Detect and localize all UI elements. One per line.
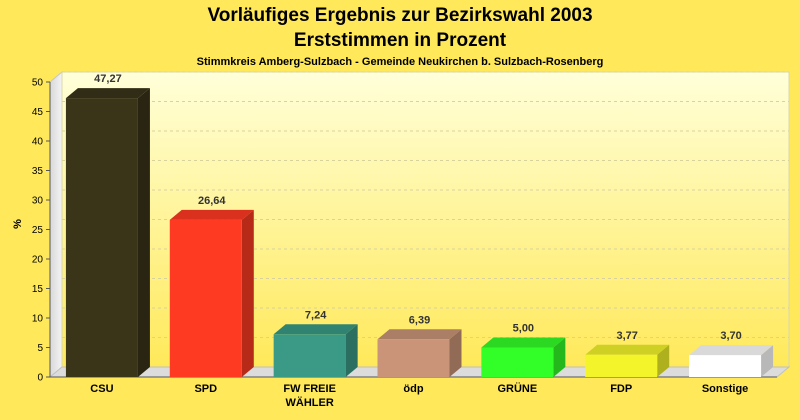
bar-value-label: 3,77 [617, 330, 638, 342]
y-axis-title: % [12, 219, 24, 229]
y-tick-label: 35 [32, 166, 44, 177]
y-tick-label: 50 [32, 78, 44, 89]
bar-top [689, 345, 774, 356]
y-tick-label: 15 [32, 284, 44, 295]
x-tick-label: WÄHLER [286, 396, 334, 409]
bar-front [273, 334, 346, 377]
x-tick-label: FW FREIE [283, 383, 336, 395]
y-tick-label: 0 [37, 373, 43, 384]
y-tick-label: 20 [32, 255, 44, 266]
bar-side [657, 344, 670, 377]
chart-title: Vorläufiges Ergebnis zur Bezirkswahl 200… [207, 5, 592, 26]
y-tick-label: 30 [32, 196, 44, 207]
bar-top [481, 337, 566, 348]
bar-top [273, 324, 358, 335]
bar [273, 324, 358, 377]
y-axis: 0 5 10 15 20 25 30 35 40 45 50 [32, 78, 50, 384]
bar [585, 344, 670, 377]
bar-side [761, 345, 774, 377]
x-tick-label: FDP [610, 383, 632, 395]
bar-top [169, 209, 254, 220]
bar [689, 345, 774, 377]
y-tick-label: 45 [32, 107, 44, 118]
bar [169, 209, 254, 377]
bar-value-label: 5,00 [513, 323, 534, 335]
x-tick-label: GRÜNE [497, 382, 537, 395]
bar-value-label: 26,64 [198, 195, 226, 207]
bar-top [65, 88, 150, 99]
bar-front [377, 339, 450, 377]
bar-front [481, 347, 554, 377]
bar-value-label: 6,39 [409, 314, 430, 326]
y-tick-label: 25 [32, 225, 44, 236]
bars [65, 88, 774, 378]
x-tick-label: CSU [90, 383, 113, 395]
bar-side [345, 324, 358, 377]
y-tick-label: 40 [32, 137, 44, 148]
x-tick-label: SPD [194, 383, 217, 395]
bar-side [137, 88, 150, 378]
plot-left-wall [49, 70, 63, 379]
bar-value-label: 7,24 [305, 309, 327, 321]
x-tick-label: Sonstige [702, 383, 748, 395]
y-tick-label: 10 [32, 314, 44, 325]
x-tick-label: ödp [403, 383, 423, 395]
bar-front [169, 219, 242, 377]
bar-top [585, 344, 670, 355]
bar [65, 88, 150, 378]
bar-side [449, 329, 462, 377]
bar-value-label: 3,70 [720, 330, 741, 342]
chart-title-line2: Erststimmen in Prozent [294, 30, 507, 51]
bar-side [241, 209, 254, 377]
bar [377, 329, 462, 377]
bar-front [65, 98, 138, 378]
bar-front [689, 355, 762, 377]
bar-value-label: 47,27 [94, 73, 122, 85]
chart-subtitle: Stimmkreis Amberg-Sulzbach - Gemeinde Ne… [197, 56, 604, 68]
y-tick-label: 5 [37, 343, 43, 354]
bar-side [553, 337, 566, 377]
bar-front [585, 354, 658, 377]
bar [481, 337, 566, 377]
bar-top [377, 329, 462, 340]
